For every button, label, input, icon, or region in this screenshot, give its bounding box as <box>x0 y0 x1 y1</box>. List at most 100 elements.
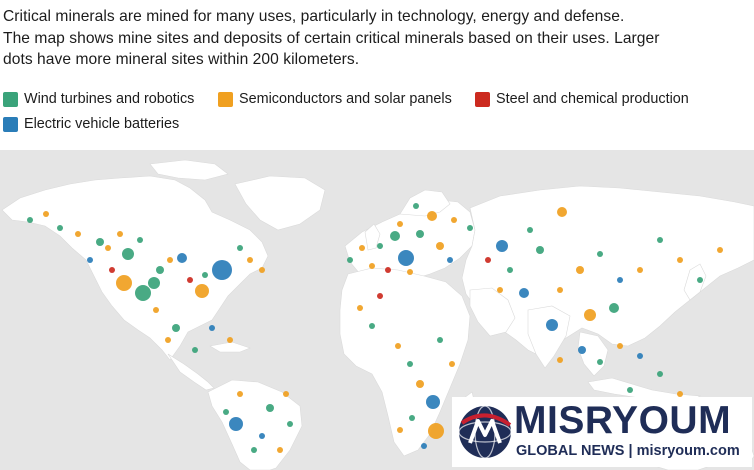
mineral-site-dot <box>507 267 513 273</box>
brand-name: MISRYOUM <box>514 399 732 442</box>
mineral-site-dot <box>578 346 586 354</box>
land-greenland <box>234 175 326 231</box>
land-north-america <box>1 175 269 361</box>
mineral-site-dot <box>657 371 663 377</box>
mineral-site-dot <box>259 267 265 273</box>
mineral-site-dot <box>397 427 403 433</box>
description-line-2: The map shows mine sites and deposits of… <box>3 29 660 47</box>
legend-label-wind: Wind turbines and robotics <box>24 91 195 107</box>
mineral-site-dot <box>627 387 633 393</box>
mineral-site-dot <box>27 217 33 223</box>
land-arctic-islands <box>149 159 229 181</box>
mineral-site-dot <box>109 267 115 273</box>
land-central-america <box>167 353 215 391</box>
legend-swatch-semiconductors <box>218 91 233 107</box>
land-southeast-asia <box>577 331 609 377</box>
mineral-site-dot <box>397 221 403 227</box>
mineral-site-dot <box>428 423 444 439</box>
mineral-site-dot <box>105 245 111 251</box>
mineral-site-dot <box>237 245 243 251</box>
mineral-site-dot <box>117 231 123 237</box>
mineral-site-dot <box>212 260 232 280</box>
mineral-site-dot <box>421 443 427 449</box>
mineral-site-dot <box>597 251 603 257</box>
mineral-site-dot <box>156 266 164 274</box>
mineral-site-dot <box>413 203 419 209</box>
mineral-site-dot <box>209 325 215 331</box>
mineral-site-dot <box>390 231 400 241</box>
mineral-site-dot <box>677 391 683 397</box>
brand-subtitle: GLOBAL NEWS | misryoum.com <box>516 443 740 459</box>
mineral-site-dot <box>165 337 171 343</box>
watermark-logo: MISRYOUM GLOBAL NEWS | misryoum.com <box>452 397 752 467</box>
mineral-site-dot <box>377 293 383 299</box>
mineral-site-dot <box>359 245 365 251</box>
description-line-3: dots have more mineral sites within 200 … <box>3 51 360 68</box>
mineral-site-dot <box>237 391 243 397</box>
mineral-site-dot <box>407 269 413 275</box>
mineral-site-dot <box>251 447 257 453</box>
land-japan <box>683 263 707 301</box>
legend-item-semiconductors: Semiconductors and solar panels <box>218 91 452 107</box>
legend-label-batteries: Electric vehicle batteries <box>24 116 180 132</box>
mineral-site-dot <box>277 447 283 453</box>
mineral-site-dot <box>227 337 233 343</box>
mineral-site-dot <box>409 415 415 421</box>
legend-swatch-wind <box>3 91 18 107</box>
mineral-site-dot <box>447 257 453 263</box>
mineral-site-dot <box>637 353 643 359</box>
mineral-site-dot <box>437 337 443 343</box>
mineral-site-dot <box>609 303 619 313</box>
mineral-site-dot <box>617 343 623 349</box>
mineral-site-dot <box>229 417 243 431</box>
mineral-site-dot <box>395 343 401 349</box>
land-arabia <box>469 287 516 337</box>
land-caribbean <box>209 341 251 353</box>
mineral-site-dot <box>259 433 265 439</box>
mineral-site-dot <box>177 253 187 263</box>
mineral-site-dot <box>75 231 81 237</box>
mineral-site-dot <box>172 324 180 332</box>
mineral-site-dot <box>467 225 473 231</box>
legend-item-batteries: Electric vehicle batteries <box>3 116 179 132</box>
mineral-site-dot <box>87 257 93 263</box>
mineral-site-dot <box>536 246 544 254</box>
legend-label-steel: Steel and chemical production <box>496 91 689 107</box>
mineral-site-dot <box>416 380 424 388</box>
mineral-sites <box>27 203 723 457</box>
mineral-site-dot <box>717 247 723 253</box>
globe-icon <box>458 405 512 459</box>
mineral-site-dot <box>192 347 198 353</box>
mineral-site-dot <box>148 277 160 289</box>
mineral-site-dot <box>135 285 151 301</box>
mineral-site-dot <box>597 359 603 365</box>
mineral-site-dot <box>407 361 413 367</box>
mineral-site-dot <box>247 257 253 263</box>
mineral-site-dot <box>436 242 444 250</box>
mineral-site-dot <box>546 319 558 331</box>
land-uk <box>364 223 381 251</box>
mineral-site-dot <box>697 277 703 283</box>
legend-swatch-steel <box>475 91 490 107</box>
mineral-site-dot <box>584 309 596 321</box>
mineral-site-dot <box>497 287 503 293</box>
mineral-site-dot <box>451 217 457 223</box>
mineral-site-dot <box>369 323 375 329</box>
mineral-site-dot <box>377 243 383 249</box>
mineral-site-dot <box>519 288 529 298</box>
mineral-site-dot <box>527 227 533 233</box>
mineral-site-dot <box>57 225 63 231</box>
mineral-site-dot <box>427 211 437 221</box>
mineral-site-dot <box>137 237 143 243</box>
land-africa <box>339 267 471 457</box>
mineral-site-dot <box>266 404 274 412</box>
map-description: Critical minerals are mined for many use… <box>3 6 751 71</box>
mineral-site-dot <box>617 277 623 283</box>
chart-header: Critical minerals are mined for many use… <box>0 0 754 150</box>
legend-swatch-batteries <box>3 116 18 132</box>
legend-item-wind: Wind turbines and robotics <box>3 91 194 107</box>
mineral-site-dot <box>122 248 134 260</box>
mineral-site-dot <box>283 391 289 397</box>
land-india <box>527 305 571 369</box>
mineral-site-dot <box>202 272 208 278</box>
